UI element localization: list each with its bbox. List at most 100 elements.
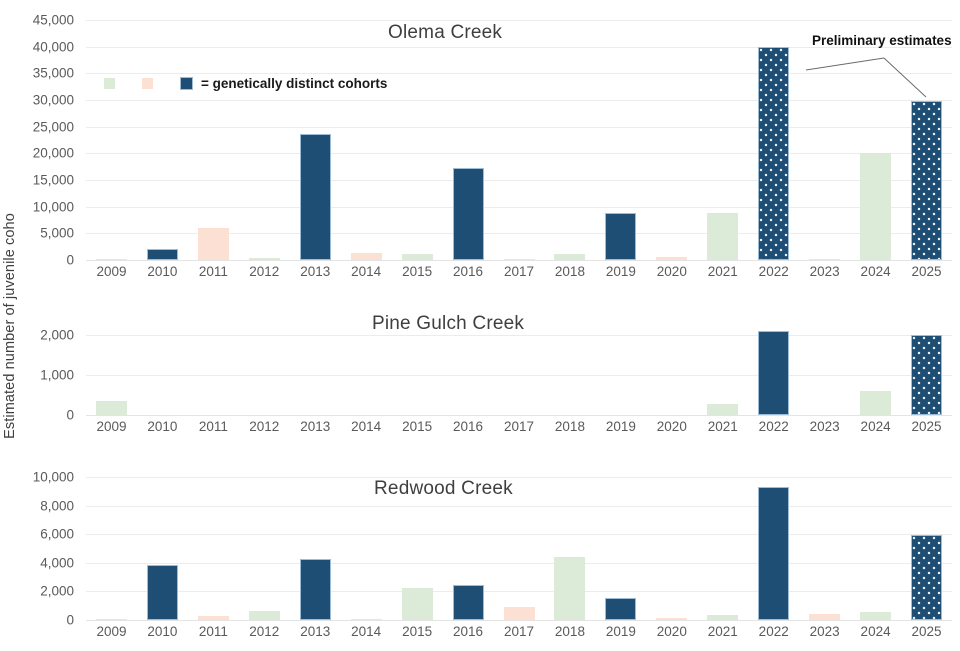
x-axis-tick-label: 2016 bbox=[453, 264, 484, 279]
bar-2012 bbox=[248, 611, 280, 620]
x-axis-tick-label: 2018 bbox=[554, 264, 585, 279]
gridline bbox=[86, 100, 952, 101]
bar-2014 bbox=[350, 252, 382, 260]
bar-2018 bbox=[554, 556, 586, 620]
plot-area-pine-gulch-creek bbox=[86, 331, 952, 416]
bar-2009 bbox=[95, 618, 127, 620]
x-axis-tick-label: 2020 bbox=[656, 624, 687, 639]
x-axis-tick-label: 2024 bbox=[860, 264, 891, 279]
x-axis-tick-label: 2021 bbox=[707, 419, 738, 434]
bar-2024 bbox=[860, 612, 892, 620]
y-axis-tick-label: 0 bbox=[66, 252, 74, 268]
x-axis-redwood-creek: 2009 2010 2011 2012 2013 2014 2015 2016 2017 2018… bbox=[86, 624, 952, 646]
x-axis-tick-label: 2019 bbox=[605, 264, 636, 279]
bar-2022 bbox=[758, 46, 790, 260]
blue-swatch-icon bbox=[180, 77, 193, 90]
bar-2011 bbox=[197, 616, 229, 620]
bar-2019 bbox=[605, 212, 637, 260]
gridline bbox=[86, 505, 952, 507]
x-axis-tick-label: 2018 bbox=[554, 624, 585, 639]
x-axis-tick-label: 2012 bbox=[249, 419, 280, 434]
bar-2025 bbox=[911, 100, 943, 260]
legend-label: = genetically distinct cohorts bbox=[201, 76, 388, 91]
gridline bbox=[86, 477, 952, 478]
x-axis-tick-label: 2013 bbox=[300, 264, 331, 279]
y-axis-tick-label: 10,000 bbox=[32, 469, 74, 485]
bar-2019 bbox=[605, 598, 637, 620]
x-axis-tick-label: 2010 bbox=[147, 264, 178, 279]
chart-title-pine-gulch-creek: Pine Gulch Creek bbox=[372, 313, 525, 334]
gridline bbox=[86, 562, 952, 564]
bar-2020 bbox=[656, 618, 688, 620]
bar-2021 bbox=[707, 212, 739, 260]
gridline bbox=[86, 591, 952, 593]
x-axis-tick-label: 2009 bbox=[96, 264, 127, 279]
y-axis-tick-label: 2,000 bbox=[40, 583, 74, 599]
bar-2021 bbox=[707, 615, 739, 620]
y-axis-tick-label: 4,000 bbox=[40, 555, 74, 571]
y-axis-tick-label: 35,000 bbox=[32, 65, 74, 81]
green-swatch-icon bbox=[104, 78, 115, 89]
chart-title-olema-creek: Olema Creek bbox=[388, 22, 503, 43]
x-axis-tick-label: 2022 bbox=[758, 624, 789, 639]
x-axis-tick-label: 2025 bbox=[911, 264, 942, 279]
gridline bbox=[86, 153, 952, 155]
y-axis-tick-label: 15,000 bbox=[32, 172, 74, 188]
gridline bbox=[86, 73, 952, 75]
legend: = genetically distinct cohorts bbox=[104, 76, 387, 91]
peach-swatch-icon bbox=[142, 78, 153, 89]
bar-2013 bbox=[299, 559, 331, 620]
bar-2017 bbox=[503, 607, 535, 620]
bar-2013 bbox=[299, 134, 331, 260]
x-axis-tick-label: 2022 bbox=[758, 264, 789, 279]
x-axis-tick-label: 2017 bbox=[503, 264, 535, 279]
bar-2017 bbox=[503, 258, 535, 260]
gridline bbox=[86, 375, 952, 376]
x-axis-tick-label: 2021 bbox=[707, 264, 738, 279]
bar-2009 bbox=[95, 259, 127, 260]
bar-2015 bbox=[401, 588, 433, 620]
y-axis-tick-label: 0 bbox=[66, 612, 74, 628]
bar-2023 bbox=[809, 259, 841, 260]
bar-2023 bbox=[809, 614, 841, 620]
y-axis-tick-label: 5,000 bbox=[40, 225, 74, 241]
x-axis-tick-label: 2020 bbox=[656, 264, 687, 279]
x-axis-tick-label: 2018 bbox=[554, 419, 585, 434]
x-axis-tick-label: 2017 bbox=[503, 624, 535, 639]
gridline bbox=[86, 233, 952, 235]
y-axis-pine-gulch-creek: 0 1,000 2,000 bbox=[0, 328, 74, 423]
x-axis-tick-label: 2010 bbox=[147, 624, 178, 639]
x-axis-tick-label: 2016 bbox=[453, 419, 484, 434]
y-axis-redwood-creek: 0 2,000 4,000 6,000 8,000 10,000 bbox=[0, 470, 74, 628]
x-axis-tick-label: 2017 bbox=[503, 419, 535, 434]
bar-2012 bbox=[248, 257, 280, 260]
x-axis-tick-label: 2014 bbox=[351, 624, 382, 639]
x-axis-tick-label: 2009 bbox=[96, 419, 127, 434]
bar-2014 bbox=[350, 619, 382, 620]
bar-2009 bbox=[95, 401, 127, 415]
y-axis-tick-label: 0 bbox=[66, 407, 74, 423]
gridline bbox=[86, 20, 952, 21]
y-axis-tick-label: 1,000 bbox=[40, 367, 74, 383]
bar-2010 bbox=[146, 564, 178, 620]
x-axis-tick-label: 2022 bbox=[758, 419, 789, 434]
x-axis-tick-label: 2014 bbox=[351, 264, 382, 279]
gridline bbox=[86, 206, 952, 208]
x-axis-tick-label: 2009 bbox=[96, 624, 127, 639]
x-axis-pine-gulch-creek: 2009 2010 2011 2012 2013 2014 2015 2016 2017 2018… bbox=[86, 419, 952, 441]
gridline bbox=[86, 415, 952, 416]
y-axis-tick-label: 2,000 bbox=[40, 327, 74, 343]
x-axis-tick-label: 2025 bbox=[911, 419, 942, 434]
y-axis-tick-label: 45,000 bbox=[32, 12, 74, 28]
gridline bbox=[86, 335, 952, 336]
gridline bbox=[86, 46, 952, 48]
y-axis-tick-label: 6,000 bbox=[40, 526, 74, 542]
x-axis-tick-label: 2012 bbox=[249, 264, 280, 279]
bar-2016 bbox=[452, 167, 484, 260]
y-axis-tick-label: 40,000 bbox=[32, 39, 74, 55]
y-axis-tick-label: 25,000 bbox=[32, 119, 74, 135]
bar-2025 bbox=[911, 335, 943, 415]
